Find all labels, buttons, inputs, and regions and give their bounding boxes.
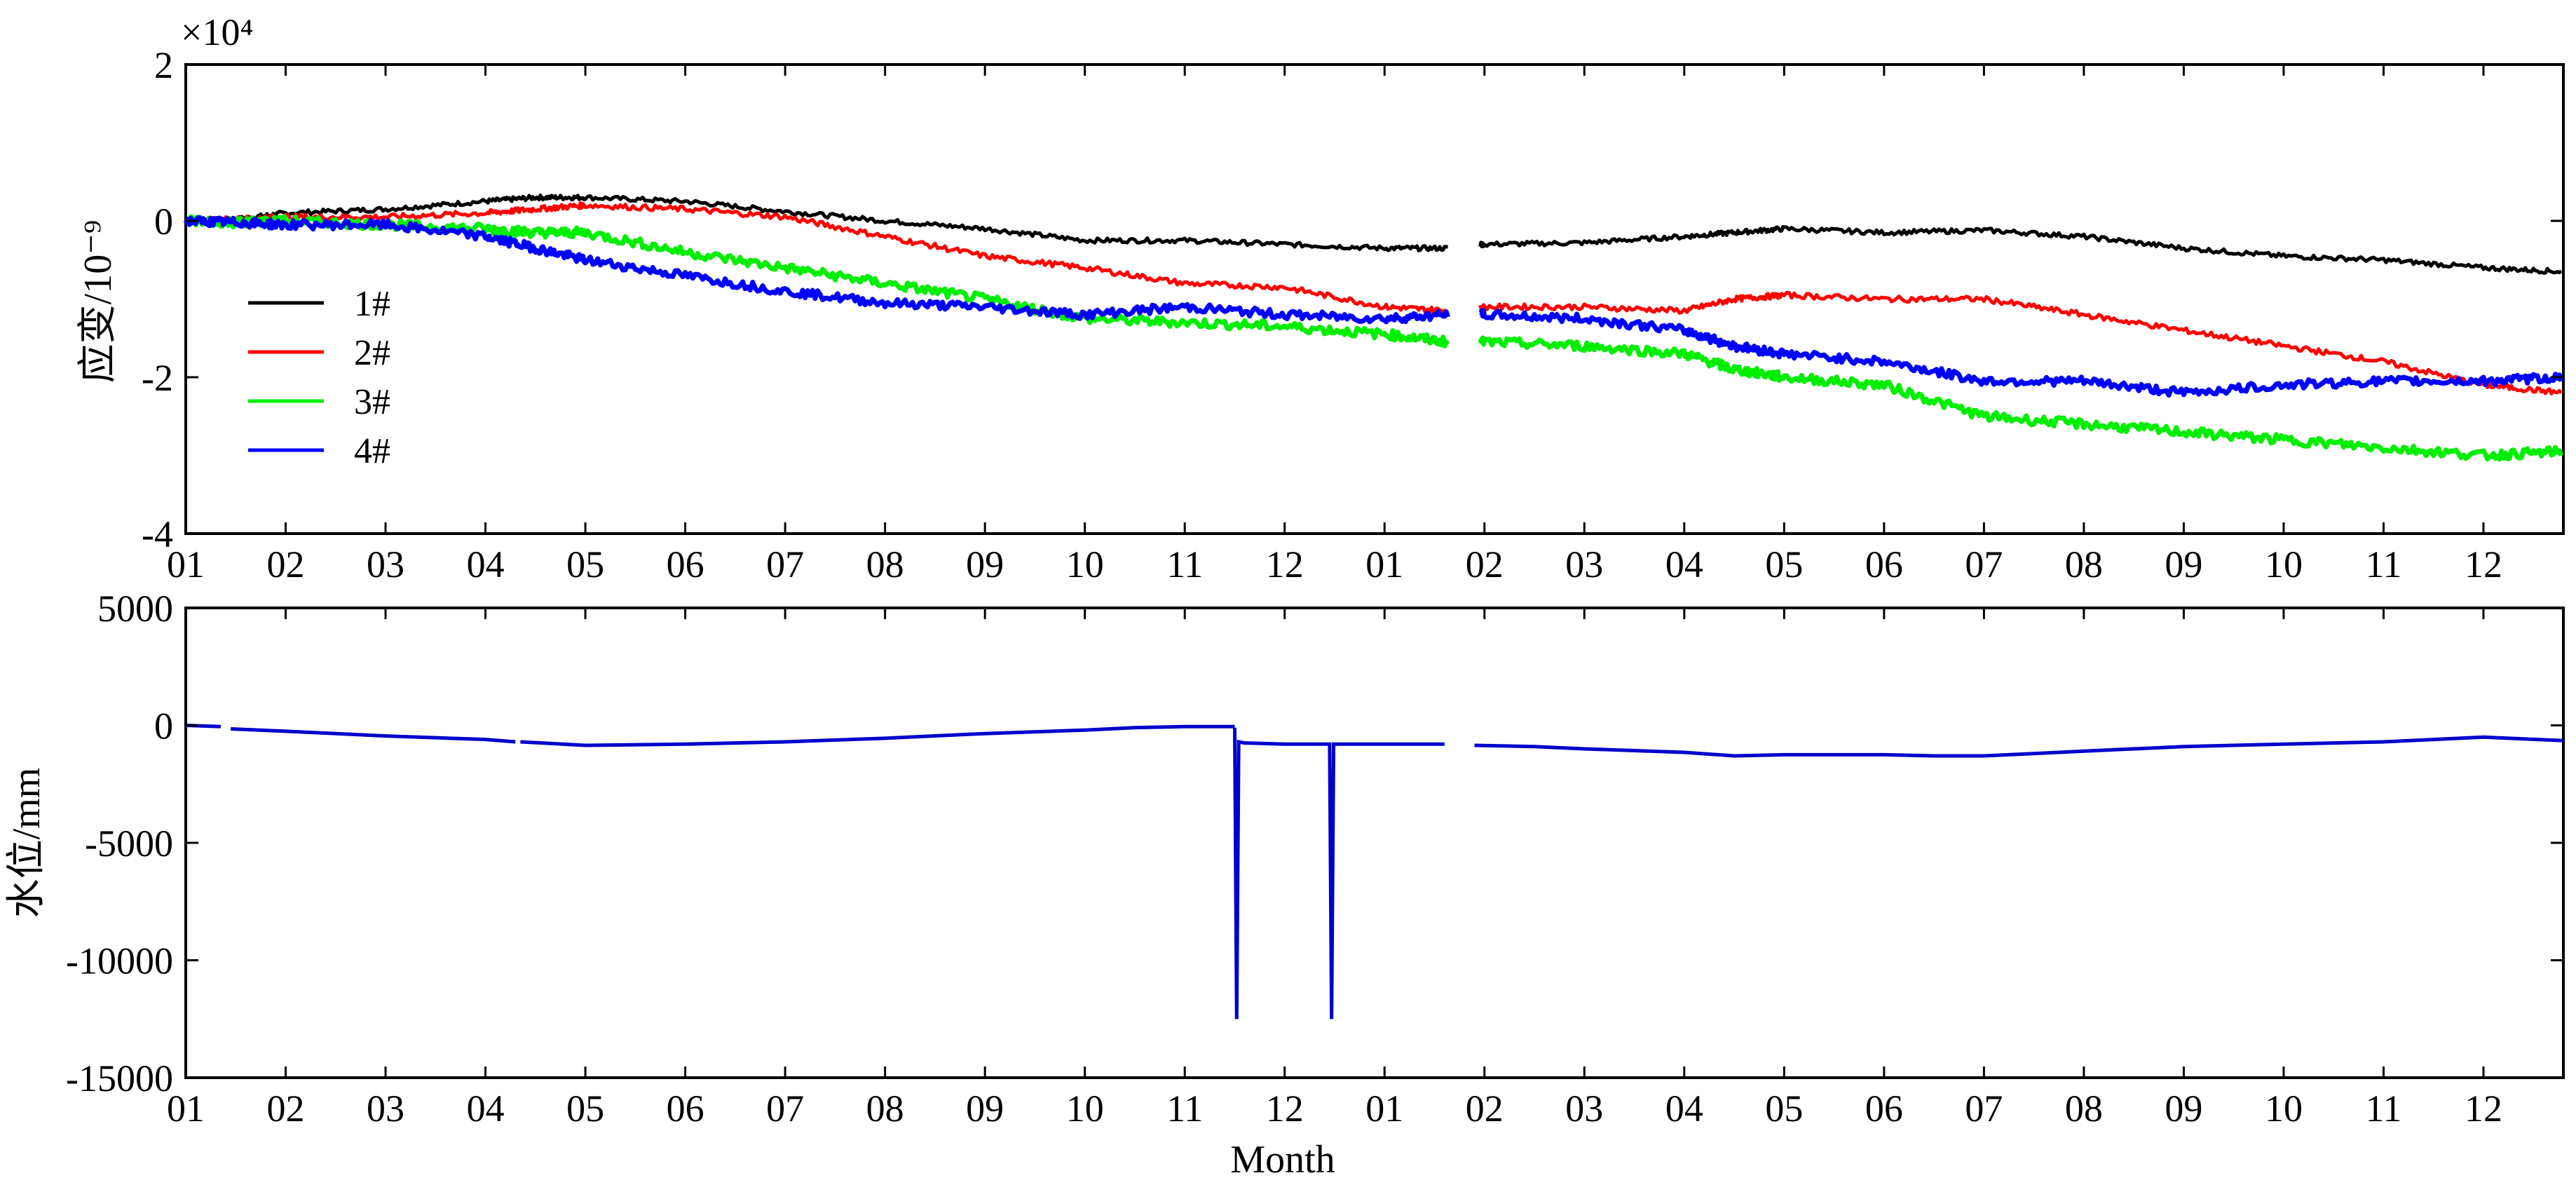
x-axis-label: Month (1230, 1138, 1335, 1181)
strain-series-3-line (184, 214, 1450, 348)
strain-series-4-line (183, 215, 1450, 325)
water-level-x-tick-label: 12 (1266, 1088, 1304, 1130)
strain-x-tick-label: 03 (1565, 543, 1603, 585)
water-level-x-tick-label: 03 (367, 1088, 404, 1130)
water-level-x-tick-label: 05 (566, 1088, 604, 1130)
strain-x-tick-label: 09 (966, 543, 1004, 585)
strain-plot-frame (184, 63, 2565, 535)
strain-y-multiplier: ×10⁴ (181, 11, 253, 53)
strain-x-tick-label: 09 (2165, 543, 2202, 585)
water-level-x-tick-label: 09 (966, 1088, 1004, 1130)
water-level-y-tick-label: -15000 (66, 1057, 173, 1099)
strain-x-tick-label: 04 (1665, 543, 1703, 585)
strain-x-ticks: 01 02 03 04 05 06 07 08 09 10 11 12 01 02 03 04 05 06 07 08… (167, 65, 2502, 585)
strain-series-lines (183, 194, 2564, 462)
water-level-x-tick-label: 02 (267, 1088, 305, 1130)
strain-x-tick-label: 03 (367, 543, 404, 585)
water-level-x-tick-label: 08 (2065, 1088, 2103, 1130)
water-level-x-tick-label: 05 (1765, 1088, 1803, 1130)
strain-x-tick-label: 07 (1965, 543, 2003, 585)
legend-item: 4# (248, 431, 390, 471)
water-level-y-tick-label: 0 (154, 705, 173, 747)
strain-x-tick-label: 08 (866, 543, 904, 585)
strain-x-tick-label: 12 (2465, 543, 2502, 585)
water-level-x-tick-label: 07 (1965, 1088, 2003, 1130)
legend-item: 1# (248, 284, 390, 324)
water-level-x-tick-label: 08 (866, 1088, 904, 1130)
strain-y-tick-label: -4 (142, 513, 173, 555)
legend-label: 1# (354, 284, 390, 324)
strain-x-tick-label: 11 (2365, 543, 2401, 585)
water-level-x-ticks: 01 02 03 04 05 06 07 08 09 10 11 12 01 02 03 04 05 06 07 08… (167, 608, 2502, 1130)
strain-x-tick-label: 05 (566, 543, 604, 585)
strain-x-tick-label: 06 (667, 543, 704, 585)
strain-x-tick-label: 11 (1166, 543, 1203, 585)
water-level-x-tick-label: 06 (667, 1088, 704, 1130)
water-level-x-tick-label: 03 (1565, 1088, 1603, 1130)
strain-x-tick-label: 07 (766, 543, 804, 585)
water-level-x-tick-label: 11 (1166, 1088, 1203, 1130)
water-level-line-segment (230, 727, 516, 744)
strain-x-tick-label: 08 (2065, 543, 2103, 585)
water-level-x-tick-label: 01 (1365, 1088, 1403, 1130)
legend-item: 2# (248, 333, 390, 373)
water-level-x-tick-label: 06 (1865, 1088, 1903, 1130)
strain-x-tick-label: 10 (1066, 543, 1104, 585)
strain-x-tick-label: 06 (1865, 543, 1903, 585)
strain-y-ticks: 2 0 -2 -4 (142, 44, 2563, 555)
strain-series-1-line (185, 194, 1448, 252)
strain-x-tick-label: 01 (167, 543, 205, 585)
strain-y-tick-label: 0 (154, 201, 173, 243)
water-level-line-segment (1474, 735, 2564, 758)
water-level-y-tick-label: -5000 (85, 822, 173, 865)
strain-series-3-line (1478, 335, 2564, 462)
water-level-x-tick-label: 01 (167, 1088, 205, 1130)
strain-x-tick-label: 10 (2265, 543, 2303, 585)
water-level-x-tick-label: 07 (766, 1088, 804, 1130)
legend-item: 3# (248, 382, 390, 422)
strain-legend: 1# 2# 3# 4# (248, 284, 390, 471)
legend-label: 3# (354, 382, 390, 422)
strain-x-tick-label: 12 (1266, 543, 1304, 585)
water-level-line-segment (520, 724, 1235, 747)
water-level-x-tick-label: 02 (1466, 1088, 1504, 1130)
water-level-panel: 01 02 03 04 05 06 07 08 09 10 11 12 01 02 03 04 05 06 07 08… (5, 588, 2565, 1181)
strain-y-tick-label: 2 (154, 44, 173, 86)
strain-x-tick-label: 02 (267, 543, 305, 585)
strain-series-2-line (1478, 290, 2563, 395)
strain-x-tick-label: 02 (1466, 543, 1504, 585)
water-level-line-segment (1233, 727, 1445, 1020)
water-level-x-tick-label: 09 (2165, 1088, 2202, 1130)
water-level-y-tick-label: -10000 (66, 940, 173, 982)
water-level-series-line (185, 724, 2564, 1020)
water-level-x-tick-label: 12 (2465, 1088, 2502, 1130)
strain-y-tick-label: -2 (142, 357, 173, 399)
legend-label: 4# (354, 431, 390, 471)
water-level-x-tick-label: 10 (2265, 1088, 2303, 1130)
water-level-x-tick-label: 04 (1665, 1088, 1703, 1130)
strain-x-tick-label: 04 (467, 543, 505, 585)
strain-panel: 01 02 03 04 05 06 07 08 09 10 11 12 01 02 03 04 05 06 07 08… (76, 11, 2565, 585)
water-level-x-tick-label: 11 (2365, 1088, 2401, 1130)
water-level-y-tick-label: 5000 (97, 588, 173, 630)
strain-series-4-line (1478, 308, 2564, 398)
legend-label: 2# (354, 333, 390, 373)
water-level-plot-frame (184, 607, 2565, 1079)
strain-y-axis-label: 应变/10⁻⁹ (76, 220, 120, 384)
strain-x-tick-label: 01 (1365, 543, 1403, 585)
strain-x-tick-label: 05 (1765, 543, 1803, 585)
water-level-x-tick-label: 10 (1066, 1088, 1104, 1130)
strain-series-1-line (1478, 225, 2563, 275)
water-level-x-tick-label: 04 (467, 1088, 505, 1130)
water-level-y-axis-label: 水位/mm (5, 768, 48, 919)
water-level-y-ticks: 5000 0 -5000 -10000 -15000 (66, 588, 2563, 1099)
